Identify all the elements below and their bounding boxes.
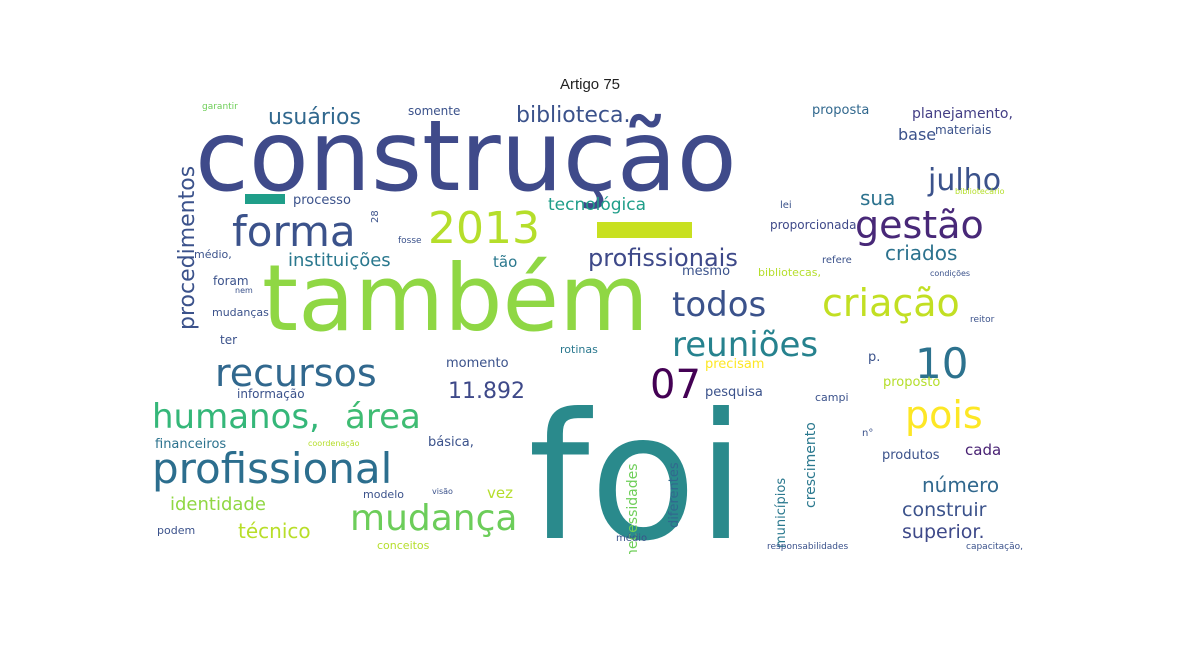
cloud-word: nem [235,286,253,295]
cloud-word: financeiros [155,437,226,452]
cloud-word: proposta [812,103,869,118]
cloud-word: produtos [882,448,940,463]
cloud-word: diferentes [667,462,682,528]
cloud-word: 28 [370,210,381,223]
cloud-word: precisam [705,357,764,372]
cloud-word: n° [862,428,873,439]
cloud-word: podem [157,524,195,537]
cloud-word: responsabilidades [767,542,849,552]
cloud-word: procedimentos [175,166,200,330]
cloud-word: profissional [152,444,392,493]
cloud-word: instituições [288,250,391,271]
cloud-word: tão [493,253,517,271]
cloud-word: número [922,473,999,497]
cloud-word: médio, [194,248,232,261]
cloud-word: planejamento, [912,106,1013,122]
cloud-word: superior. [902,521,985,543]
cloud-word: ter [220,333,237,347]
cloud-word: 2013 [428,203,540,254]
cloud-word: crescimento [803,422,819,508]
cloud-word: forma [232,207,356,256]
cloud-word: mesmo [682,264,730,279]
cloud-word: cada [965,441,1001,459]
cloud-word: criados [885,241,957,265]
cloud-word: condições [930,269,970,278]
cloud-word: municípios [774,478,789,548]
cloud-word: foi [528,377,745,554]
cloud-word: técnico [238,519,311,543]
cloud-word: reitor [970,315,995,325]
cloud-word: julho [927,163,1001,198]
cloud-bar-green [245,194,285,204]
cloud-word: base [898,125,936,144]
cloud-word: garantir [202,102,238,112]
cloud-word: campi [815,391,849,404]
cloud-word: tecnológica [548,195,646,215]
cloud-word: sua [860,186,895,210]
cloud-bar-lime [597,222,692,238]
cloud-word: informação [237,387,305,401]
cloud-word: rotinas [560,343,598,356]
cloud-word: gestão [855,203,984,247]
cloud-word: p. [868,350,880,365]
cloud-word: bibliotecário [955,187,1005,196]
cloud-word: foram [213,274,249,288]
cloud-word: somente [408,104,460,118]
cloud-word: processo [293,193,351,208]
cloud-word: mudanças [212,306,269,319]
cloud-word: fosse [398,236,422,246]
cloud-word: materiais [935,123,991,137]
chart-title: Artigo 75 [559,76,621,93]
cloud-word: coordenação [308,439,360,448]
cloud-word: pesquisa [705,385,763,400]
cloud-word: visão [432,487,453,496]
cloud-word: recursos [215,351,377,395]
cloud-word: área [345,397,421,437]
cloud-word: reuniões [672,325,818,365]
cloud-word: também [262,245,649,352]
cloud-word: refere [822,255,852,266]
cloud-word: criação [822,281,960,325]
cloud-word: proposto [883,375,940,390]
cloud-word: básica, [428,435,474,450]
cloud-word: construção [195,100,737,214]
cloud-word: momento [446,356,509,371]
cloud-word: identidade [170,494,266,515]
cloud-word: lei [780,200,792,211]
cloud-word: biblioteca. [516,103,630,128]
cloud-word: necessidades [625,463,641,554]
cloud-word: médio [616,532,647,544]
cloud-word: 11.892 [448,379,525,404]
cloud-word: humanos, [152,397,320,437]
cloud-word: pois [905,393,983,437]
cloud-word: mudança [350,498,517,539]
cloud-word: usuários [268,105,361,130]
cloud-word: 10 [915,339,968,388]
cloud-word: modelo [363,488,404,501]
cloud-word: 07 [650,362,701,408]
cloud-word: conceitos [377,539,430,552]
cloud-word: todos [672,285,766,325]
cloud-word: bibliotecas, [758,266,821,279]
cloud-word: proporcionada [770,218,856,232]
cloud-word: construir [902,499,987,521]
cloud-word: vez [487,484,513,502]
word-cloud: construção também foi profissional 2013 forma… [152,100,1023,554]
cloud-word: profissionais [588,244,738,272]
cloud-word: capacitação, [966,542,1023,552]
